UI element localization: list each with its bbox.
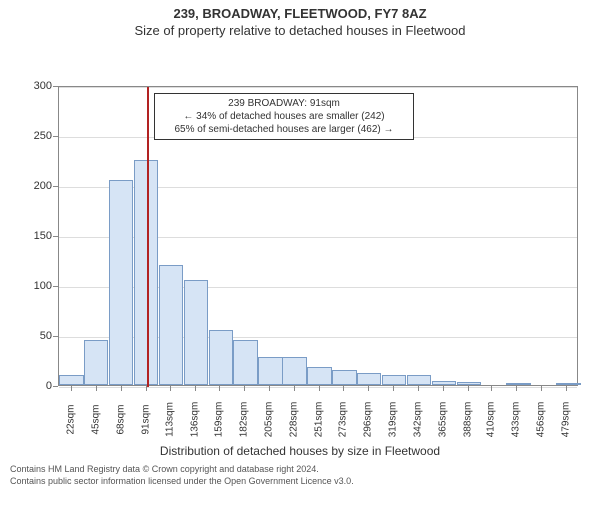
x-tick-label: 68sqm xyxy=(115,404,126,434)
callout-box: 239 BROADWAY: 91sqm← 34% of detached hou… xyxy=(154,93,414,140)
x-tick-label: 45sqm xyxy=(90,404,101,434)
x-tick xyxy=(96,386,97,391)
x-tick-label: 319sqm xyxy=(387,402,398,438)
histogram-bar xyxy=(432,381,457,385)
histogram-bar xyxy=(84,340,109,385)
x-tick-label: 91sqm xyxy=(140,404,151,434)
y-tick xyxy=(53,186,58,187)
x-tick-label: 342sqm xyxy=(412,402,423,438)
footer-line-2: Contains public sector information licen… xyxy=(10,476,590,488)
x-tick-label: 251sqm xyxy=(314,402,325,438)
x-tick-label: 113sqm xyxy=(164,402,175,437)
x-tick-label: 479sqm xyxy=(561,402,572,438)
histogram-bar xyxy=(159,265,184,385)
x-tick-label: 182sqm xyxy=(239,402,250,438)
y-tick xyxy=(53,386,58,387)
x-tick xyxy=(319,386,320,391)
x-tick xyxy=(71,386,72,391)
histogram-bar xyxy=(184,280,209,385)
histogram-bar xyxy=(556,383,581,385)
x-tick xyxy=(219,386,220,391)
callout-line: 65% of semi-detached houses are larger (… xyxy=(161,123,407,136)
x-tick xyxy=(170,386,171,391)
gridline xyxy=(59,87,577,88)
x-tick xyxy=(269,386,270,391)
y-tick xyxy=(53,286,58,287)
callout-line: 239 BROADWAY: 91sqm xyxy=(161,97,407,110)
x-tick-label: 433sqm xyxy=(511,402,522,438)
x-tick-label: 365sqm xyxy=(437,402,448,438)
callout-line: ← 34% of detached houses are smaller (24… xyxy=(161,110,407,123)
x-tick-label: 22sqm xyxy=(66,404,77,434)
x-tick xyxy=(244,386,245,391)
x-tick-label: 456sqm xyxy=(536,402,547,438)
histogram-bar xyxy=(209,330,234,385)
property-marker-line xyxy=(147,87,149,387)
histogram-bar xyxy=(332,370,357,385)
y-tick-label: 0 xyxy=(0,380,52,392)
y-tick-label: 100 xyxy=(0,280,52,292)
histogram-bar xyxy=(457,382,482,385)
x-tick-label: 159sqm xyxy=(214,402,225,438)
gridline xyxy=(59,387,577,388)
histogram-bar xyxy=(506,383,531,385)
x-tick xyxy=(195,386,196,391)
x-tick xyxy=(294,386,295,391)
histogram-bar xyxy=(233,340,258,385)
x-tick xyxy=(418,386,419,391)
chart-title-secondary: Size of property relative to detached ho… xyxy=(0,23,600,38)
plot-area: 239 BROADWAY: 91sqm← 34% of detached hou… xyxy=(58,86,578,386)
chart-container: Number of detached properties 239 BROADW… xyxy=(0,42,600,442)
x-tick-label: 410sqm xyxy=(486,402,497,438)
chart-title-primary: 239, BROADWAY, FLEETWOOD, FY7 8AZ xyxy=(0,6,600,21)
x-tick xyxy=(368,386,369,391)
histogram-bar xyxy=(59,375,84,385)
y-tick-label: 250 xyxy=(0,130,52,142)
x-tick xyxy=(121,386,122,391)
x-tick xyxy=(443,386,444,391)
x-tick-label: 388sqm xyxy=(462,402,473,438)
histogram-bar xyxy=(407,375,432,385)
x-tick-label: 136sqm xyxy=(189,402,200,438)
y-tick xyxy=(53,236,58,237)
histogram-bar xyxy=(357,373,382,385)
x-tick xyxy=(468,386,469,391)
x-tick-label: 296sqm xyxy=(362,402,373,438)
histogram-bar xyxy=(258,357,283,385)
y-tick-label: 150 xyxy=(0,230,52,242)
histogram-bar xyxy=(382,375,407,385)
x-tick-label: 228sqm xyxy=(289,402,300,438)
footer-line-1: Contains HM Land Registry data © Crown c… xyxy=(10,464,590,476)
x-tick xyxy=(516,386,517,391)
x-tick xyxy=(343,386,344,391)
x-tick xyxy=(541,386,542,391)
histogram-bar xyxy=(282,357,307,385)
y-tick xyxy=(53,336,58,337)
x-tick-label: 273sqm xyxy=(337,402,348,438)
x-tick xyxy=(393,386,394,391)
x-tick xyxy=(566,386,567,391)
y-tick-label: 300 xyxy=(0,80,52,92)
x-tick xyxy=(491,386,492,391)
y-tick xyxy=(53,86,58,87)
histogram-bar xyxy=(307,367,332,385)
y-tick xyxy=(53,136,58,137)
x-tick xyxy=(146,386,147,391)
x-tick-label: 205sqm xyxy=(264,402,275,438)
histogram-bar xyxy=(109,180,134,385)
x-axis-label: Distribution of detached houses by size … xyxy=(0,444,600,458)
y-tick-label: 200 xyxy=(0,180,52,192)
y-tick-label: 50 xyxy=(0,330,52,342)
attribution-footer: Contains HM Land Registry data © Crown c… xyxy=(10,464,590,487)
